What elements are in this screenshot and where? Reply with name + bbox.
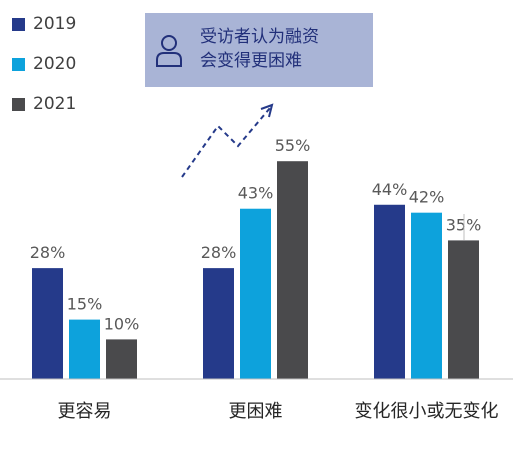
bar-1-2019 [203,268,234,379]
legend-swatch-2021 [12,97,25,111]
bar-0-2021 [106,339,137,379]
value-label-0-2019: 28% [30,243,66,262]
callout-line-2: 会变得更困难 [200,51,302,71]
bar-0-2019 [32,268,63,379]
value-label-2-2020: 42% [409,188,445,207]
category-label-0: 更容易 [58,401,112,422]
bar-1-2021 [277,161,308,379]
bars-group [32,161,479,379]
legend-label-2019: 2019 [33,14,77,34]
callout-line-1: 受访者认为融资 [200,27,319,47]
value-label-1-2020: 43% [238,184,274,203]
value-label-1-2019: 28% [201,243,237,262]
person-icon [156,35,182,67]
bar-2-2019 [374,204,405,379]
trend-arrow-head-icon [260,103,274,118]
legend-label-2020: 2020 [33,54,77,74]
callout-box: 受访者认为融资 会变得更困难 [145,13,373,87]
value-label-1-2021: 55% [275,136,311,155]
category-label-2: 变化很小或无变化 [355,401,499,422]
bar-1-2020 [240,208,271,379]
category-label-1: 更困难 [229,401,283,422]
legend-item-2020: 2020 [12,54,76,74]
bar-0-2020 [69,319,100,379]
legend-swatch-2020 [12,57,25,71]
category-labels-group: 更容易 更困难 变化很小或无变化 [58,401,499,422]
legend-item-2021: 2021 [12,94,76,114]
legend-label-2021: 2021 [33,94,77,114]
value-label-0-2020: 15% [67,295,103,314]
legend: 2019 2020 2021 [12,14,76,134]
bar-2-2020 [411,212,442,379]
value-labels-group: 28%15%10%28%43%55%44% 42%35% [30,136,482,333]
bar-2-2021 [448,240,479,379]
legend-swatch-2019 [12,17,25,31]
legend-item-2019: 2019 [12,14,76,34]
value-label-2-2019: 44% [372,180,408,199]
callout-text: 受访者认为融资 会变得更困难 [200,25,370,73]
trend-arrow-icon [181,107,271,178]
value-label-0-2021: 10% [104,314,140,333]
